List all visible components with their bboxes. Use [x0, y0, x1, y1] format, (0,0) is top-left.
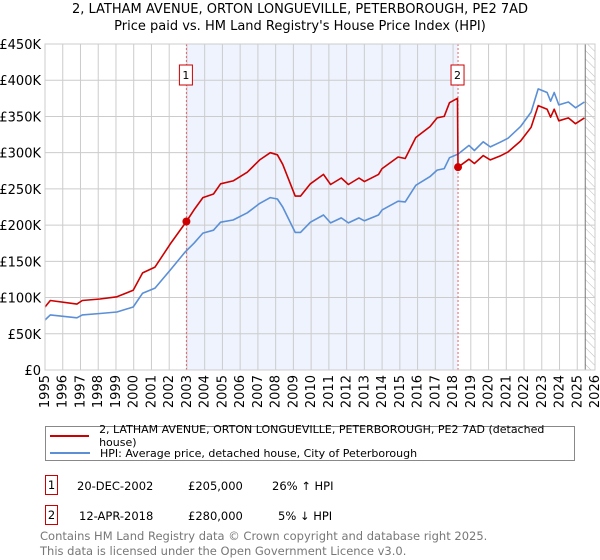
x-tick-label: 2007: [251, 375, 266, 408]
x-tick-label: 1998: [91, 375, 106, 408]
sale-price: £205,000: [188, 479, 243, 493]
plot-frame: [44, 43, 596, 371]
property-series-line: [44, 97, 585, 308]
sale-hpi-relation: 26% ↑ HPI: [272, 479, 334, 493]
y-tick-label: £100K: [0, 292, 41, 307]
sale-point: [454, 163, 463, 172]
sale-price: £280,000: [188, 509, 243, 523]
sale-point: [182, 217, 191, 226]
y-tick-label: £450K: [0, 38, 41, 53]
x-tick-label: 2019: [464, 375, 479, 408]
x-tick-label: 1995: [38, 375, 53, 408]
hpi-series-line: [44, 88, 585, 321]
sale-date: 20-DEC-2002: [77, 479, 154, 493]
y-tick-label: £250K: [0, 183, 41, 198]
y-tick-label: £300K: [0, 147, 41, 162]
x-tick-label: 2006: [233, 375, 248, 408]
x-tick-label: 2016: [411, 375, 426, 408]
x-tick-label: 2004: [198, 375, 213, 408]
x-tick-label: 1997: [73, 375, 88, 408]
footer-copyright: Contains HM Land Registry data © Crown c…: [40, 529, 488, 543]
y-tick-label: £400K: [0, 74, 41, 89]
property-legend-label: 2, LATHAM AVENUE, ORTON LONGUEVILLE, PET…: [99, 423, 545, 449]
sale-marker-label: 1: [182, 69, 189, 82]
x-tick-label: 2014: [375, 375, 390, 408]
x-tick-label: 2002: [162, 375, 177, 408]
x-tick-label: 2022: [517, 375, 532, 408]
x-tick-label: 1996: [56, 375, 71, 408]
sale-hpi-relation: 5% ↓ HPI: [278, 509, 333, 523]
sale-row: 1 20-DEC-2002 £205,000 26% ↑ HPI: [45, 475, 545, 497]
sale-date: 12-APR-2018: [79, 509, 154, 523]
x-tick-label: 2021: [499, 375, 514, 408]
sale-marker-badge: 2: [45, 505, 58, 525]
y-tick-label: £50K: [8, 328, 42, 343]
y-tick-label: £150K: [0, 255, 41, 270]
x-tick-label: 2018: [446, 375, 461, 408]
hpi-legend-swatch: [50, 452, 90, 454]
x-tick-label: 2023: [535, 375, 550, 408]
price-chart: 1995 1996 1997 1998 1999 2000 2001 2002 2003 2004…: [0, 38, 600, 408]
x-tick-label: 2010: [304, 375, 319, 408]
x-tick-label: 2013: [357, 375, 372, 408]
x-tick-label: 2000: [127, 375, 142, 408]
x-tick-label: 2017: [428, 375, 443, 408]
x-tick-label: 2012: [340, 375, 355, 408]
x-tick-label: 2026: [588, 375, 600, 408]
x-tick-label: 2005: [215, 375, 230, 408]
property-legend-swatch: [50, 435, 90, 437]
x-tick-label: 2020: [482, 375, 497, 408]
x-tick-label: 2001: [144, 375, 159, 408]
ownership-shaded-region: [186, 44, 459, 370]
x-tick-label: 2008: [269, 375, 284, 408]
chart-title: 2, LATHAM AVENUE, ORTON LONGUEVILLE, PET…: [71, 2, 529, 17]
x-tick-label: 2015: [393, 375, 408, 408]
chart-subtitle: Price paid vs. HM Land Registry's House …: [114, 19, 486, 34]
sale-marker-label: 2: [454, 69, 461, 82]
x-tick-label: 1999: [109, 375, 124, 408]
sale-marker-badge: 1: [45, 475, 58, 495]
y-tick-label: £350K: [0, 110, 41, 125]
sale-marker-box: [450, 64, 465, 86]
legend: 2, LATHAM AVENUE, ORTON LONGUEVILLE, PET…: [45, 423, 575, 461]
sale-marker-box: [178, 64, 193, 86]
y-tick-label: £200K: [0, 219, 41, 234]
hpi-legend-label: HPI: Average price, detached house, City…: [100, 446, 418, 460]
footer-licence: This data is licensed under the Open Gov…: [40, 544, 407, 558]
x-tick-label: 2025: [570, 375, 585, 408]
x-tick-label: 2009: [286, 375, 301, 408]
x-tick-label: 2011: [322, 375, 337, 408]
y-tick-label: £0: [24, 364, 41, 379]
sale-row: 2 12-APR-2018 £280,000 5% ↓ HPI: [45, 505, 545, 527]
future-hatched-region: [585, 44, 595, 370]
x-tick-label: 2003: [180, 375, 195, 408]
x-tick-label: 2024: [553, 375, 568, 408]
